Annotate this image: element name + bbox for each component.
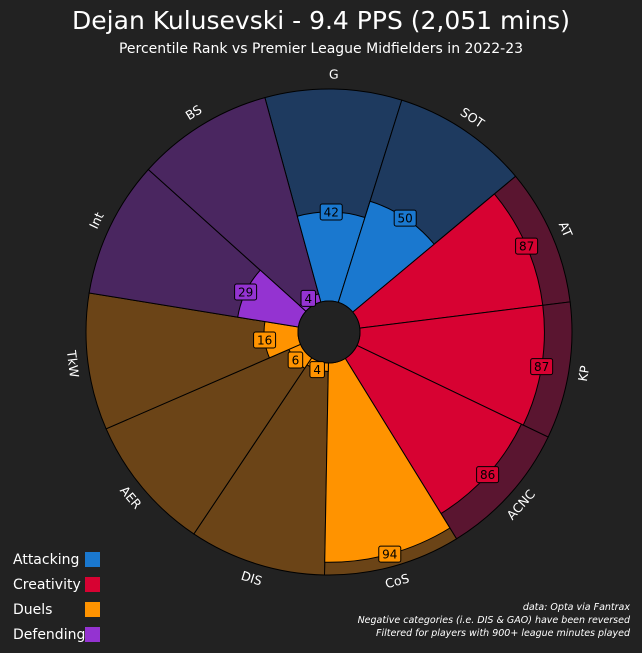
- legend-swatch: [85, 577, 100, 592]
- legend-label: Attacking: [13, 551, 80, 568]
- legend-item-defending: Defending: [13, 622, 100, 647]
- category-label-tkw: TkW: [64, 349, 82, 379]
- value-box: [309, 361, 325, 379]
- legend-swatch: [85, 552, 100, 567]
- legend: Attacking Creativity Duels Defending: [13, 547, 100, 647]
- category-label-g: G: [329, 66, 339, 81]
- category-label-bs: BS: [183, 102, 205, 123]
- value-text: 4: [304, 292, 312, 306]
- value-label-aer: 6: [287, 351, 304, 369]
- legend-swatch: [85, 627, 100, 642]
- category-label-cos: CoS: [383, 570, 410, 591]
- value-text: 6: [292, 354, 300, 368]
- value-label-bs: 4: [300, 289, 317, 307]
- source-note: data: Opta via Fantrax: [522, 602, 630, 613]
- value-text: 29: [238, 286, 253, 300]
- value-text: 86: [480, 468, 495, 482]
- value-label-sot: 50: [393, 209, 417, 227]
- value-label-kp: 87: [530, 358, 554, 376]
- category-label-int: Int: [86, 210, 107, 231]
- value-box: [476, 466, 500, 484]
- category-label-aer: AER: [117, 483, 145, 512]
- value-label-at: 87: [515, 237, 539, 255]
- legend-item-creativity: Creativity: [13, 572, 100, 597]
- value-text: 16: [257, 334, 272, 348]
- value-label-acnc: 86: [476, 466, 500, 484]
- chart-title: Dejan Kulusevski - 9.4 PPS (2,051 mins): [72, 6, 570, 35]
- value-text: 4: [313, 363, 321, 377]
- legend-item-duels: Duels: [13, 597, 100, 622]
- value-box: [530, 358, 554, 376]
- value-text: 94: [382, 548, 397, 562]
- chart-subtitle: Percentile Rank vs Premier League Midfie…: [118, 41, 524, 57]
- source-notes: data: Opta via Fantrax Negative categori…: [358, 601, 630, 640]
- value-text: 87: [519, 240, 534, 254]
- category-label-sot: SOT: [458, 104, 488, 131]
- value-label-int: 29: [234, 283, 258, 301]
- category-label-at: AT: [556, 219, 576, 239]
- center-hub: [297, 300, 361, 364]
- value-box: [378, 545, 402, 563]
- category-label-dis: DIS: [239, 568, 264, 589]
- value-text: 42: [324, 205, 339, 219]
- filter-note: Filtered for players with 900+ league mi…: [376, 628, 630, 639]
- value-box: [393, 209, 417, 227]
- legend-label: Creativity: [13, 576, 81, 593]
- legend-item-attacking: Attacking: [13, 547, 100, 572]
- value-box: [287, 351, 304, 369]
- value-label-cos: 94: [378, 545, 402, 563]
- value-label-g: 42: [319, 203, 343, 221]
- value-box: [253, 331, 277, 349]
- legend-swatch: [85, 602, 100, 617]
- value-text: 50: [398, 212, 413, 226]
- value-box: [319, 203, 343, 221]
- methodology-note: Negative categories (i.e. DIS & GAO) hav…: [357, 615, 630, 626]
- value-text: 87: [534, 360, 549, 374]
- category-label-kp: KP: [575, 364, 592, 382]
- value-box: [234, 283, 258, 301]
- value-label-tkw: 16: [253, 331, 277, 349]
- legend-label: Defending: [13, 626, 86, 643]
- value-box: [515, 237, 539, 255]
- legend-label: Duels: [13, 601, 53, 618]
- value-box: [300, 289, 317, 307]
- value-label-dis: 4: [309, 361, 325, 379]
